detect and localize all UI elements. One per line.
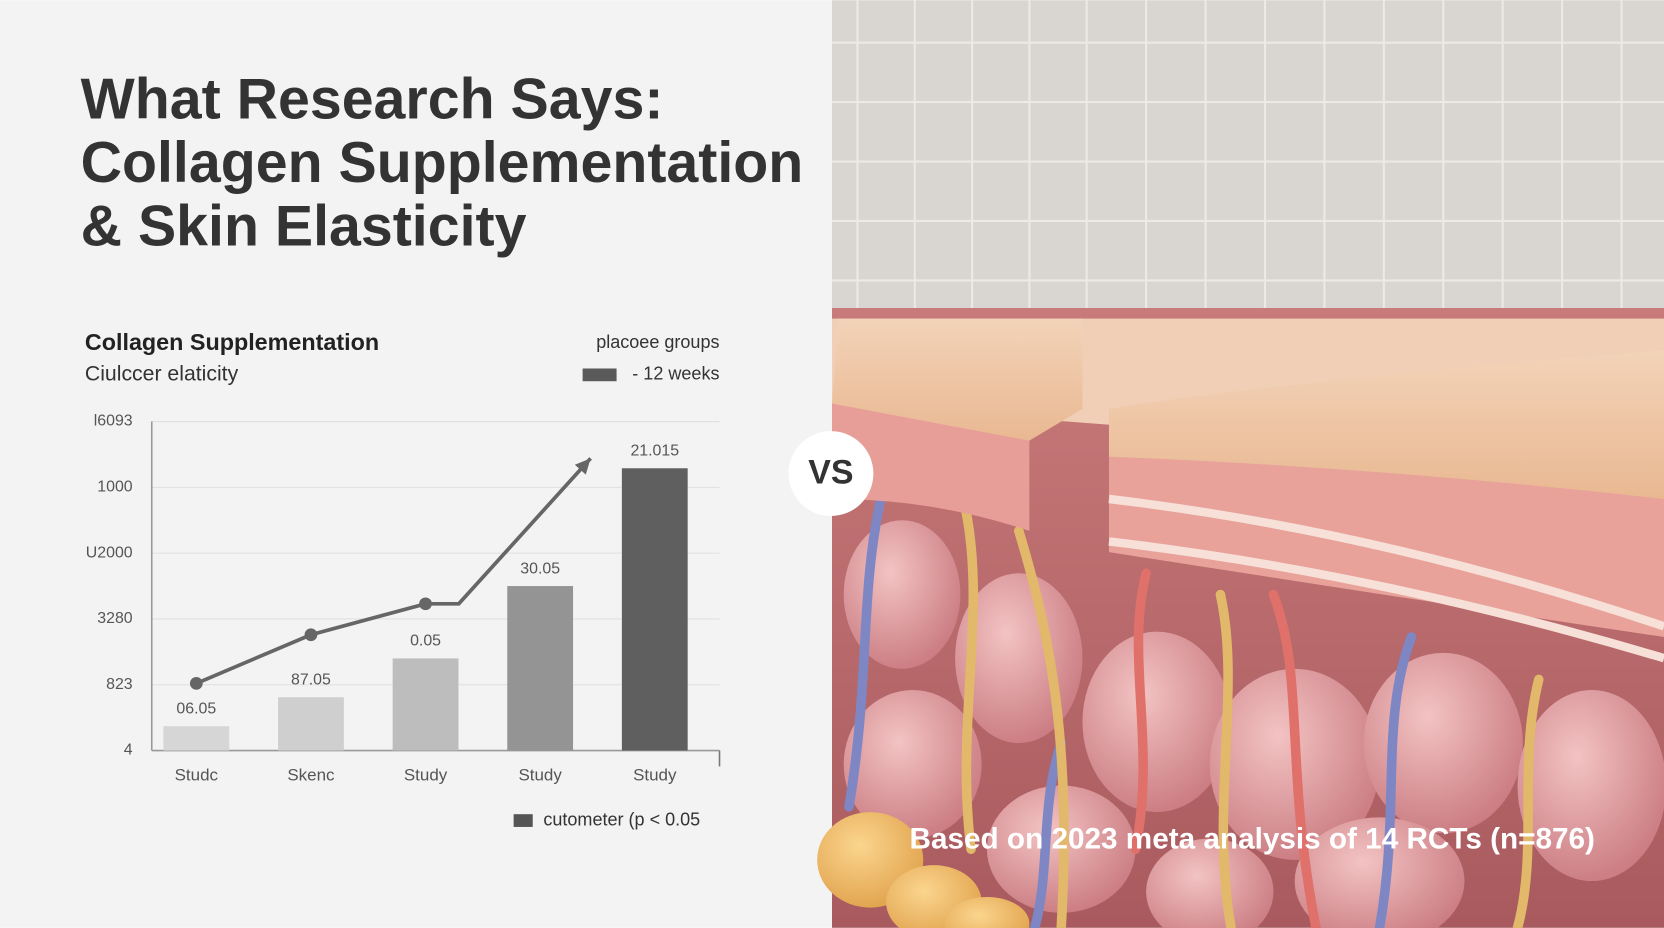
legend-label: cutometer (p < 0.05: [543, 809, 700, 829]
trend-point: [304, 628, 318, 642]
x-tick-label: Studc: [175, 765, 219, 784]
bar-annotation: 30.05: [520, 560, 560, 577]
legend-label: - 12 weeks: [632, 364, 719, 384]
y-tick-label: 823: [106, 676, 133, 693]
y-tick-label: 1000: [97, 479, 133, 496]
bar: [621, 468, 688, 751]
legend-swatch: [513, 814, 533, 827]
trend-arrowhead: [574, 458, 591, 475]
left-panel: [0, 0, 832, 928]
page-title: Collagen Supplementation: [81, 131, 804, 195]
bar-annotation: 0.05: [410, 633, 441, 650]
bar-annotation: 06.05: [176, 700, 216, 717]
bar: [507, 586, 574, 751]
legend-title: placoee groups: [596, 332, 719, 352]
page-title: What Research Says:: [81, 67, 664, 131]
x-tick-label: Study: [518, 765, 562, 784]
bar-annotation: 21.015: [630, 442, 679, 459]
chart-title: Collagen Supplementation: [85, 329, 379, 355]
chart: 4 823 3280 U2000 1000 l6093 Studc 06.05 Skenc 87.…: [86, 368, 721, 827]
y-tick-label: U2000: [86, 544, 133, 561]
vs-badge: [788, 431, 874, 516]
bar-annotation: 87.05: [291, 671, 331, 688]
bar: [278, 697, 344, 751]
page-title: & Skin Elasticity: [81, 195, 527, 259]
y-tick-label: l6093: [94, 413, 133, 430]
illustration: [817, 0, 1664, 928]
y-tick-label: 4: [124, 742, 133, 759]
x-tick-label: Study: [633, 765, 677, 784]
trend-point: [419, 597, 432, 611]
trend-point: [189, 677, 203, 690]
legend-swatch: [582, 368, 617, 382]
x-tick-label: Study: [404, 765, 448, 784]
chart-subtitle: Ciulccer elaticity: [85, 362, 239, 385]
vs-text: VS: [808, 454, 853, 492]
bar: [392, 658, 459, 751]
caption: Based on 2023 meta analysis of 14 RCTs (…: [910, 823, 1595, 856]
bar: [163, 726, 230, 751]
y-tick-label: 3280: [97, 610, 133, 627]
x-tick-label: Skenc: [287, 765, 335, 784]
